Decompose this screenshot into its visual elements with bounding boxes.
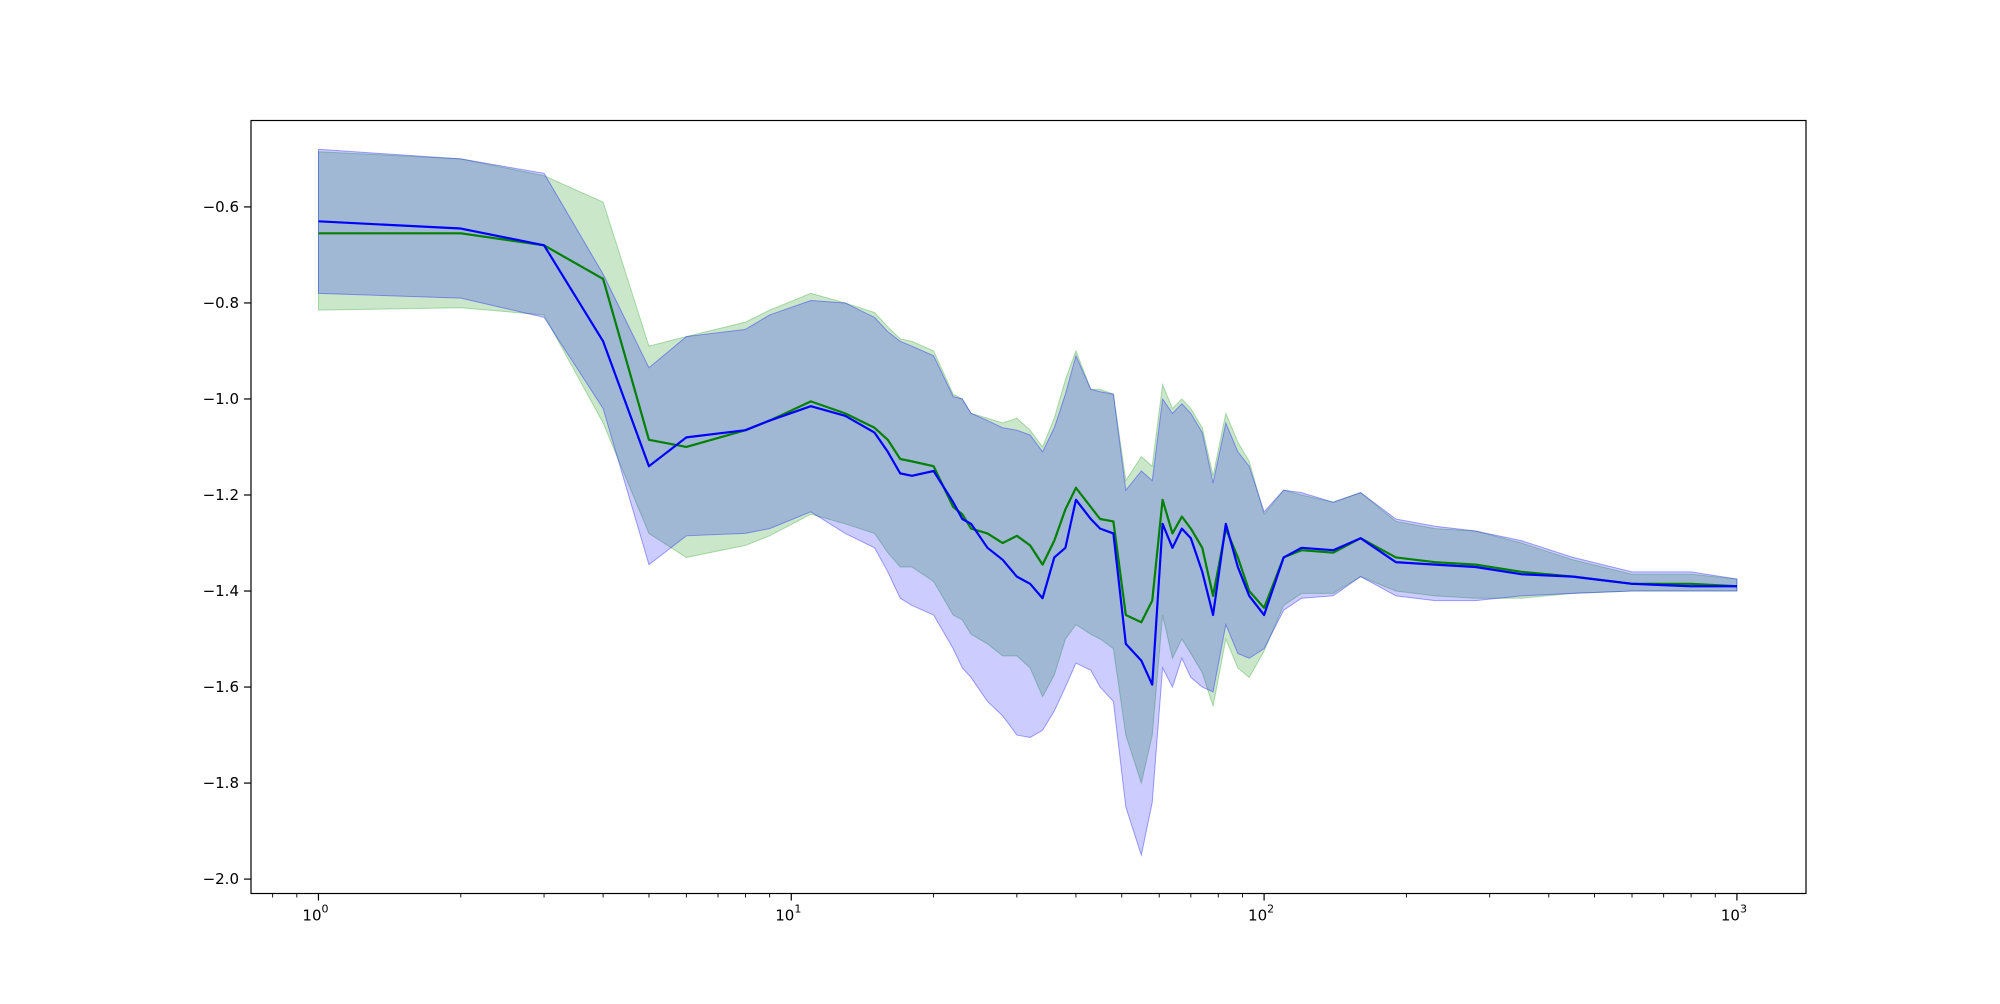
line-series-1 — [318, 232, 1737, 624]
y-axis: −0.6 −0.8 −1.0 −1.2 −1.4 −1.6 −1.8 −2.0 — [203, 198, 251, 888]
y-tick-label: −1.4 — [203, 582, 239, 600]
y-tick-label: −2.0 — [203, 870, 239, 888]
band-series-2 — [317, 148, 1738, 858]
y-tick-label: −1.8 — [203, 774, 239, 792]
line-series-2 — [318, 220, 1737, 686]
confidence-bands — [317, 148, 1738, 858]
y-tick-label: −0.8 — [203, 294, 239, 312]
y-tick-label: −1.6 — [203, 678, 239, 696]
band-series-1 — [317, 151, 1738, 785]
series-lines — [318, 220, 1737, 686]
y-tick-label: −1.0 — [203, 390, 239, 408]
plot-frame — [250, 119, 1807, 895]
y-tick-label: −0.6 — [203, 198, 239, 216]
y-tick-label: −1.2 — [203, 486, 239, 504]
